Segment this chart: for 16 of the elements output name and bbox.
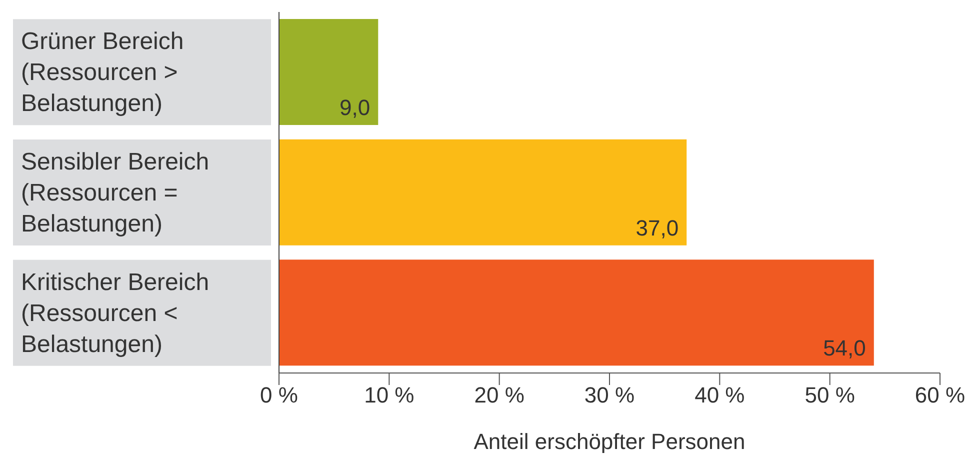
bar bbox=[279, 19, 378, 125]
x-tick-label: 10 % bbox=[364, 382, 414, 408]
data-label: 54,0 bbox=[823, 336, 866, 361]
x-tick-label: 60 % bbox=[914, 382, 966, 408]
data-label: 9,0 bbox=[340, 95, 370, 120]
data-label: 37,0 bbox=[636, 215, 679, 240]
x-tick-label: 50 % bbox=[804, 382, 855, 408]
bar bbox=[279, 260, 874, 366]
bar bbox=[279, 139, 687, 246]
y-tick-label: Kritischer Bereich (Ressourcen < Belastungen) bbox=[21, 268, 210, 358]
y-tick-label: Sensibler Bereich (Ressourcen = Belastungen) bbox=[21, 148, 210, 237]
x-tick-label: 40 % bbox=[694, 382, 745, 408]
x-tick-label: 30 % bbox=[584, 382, 635, 408]
y-tick-label: Grüner Bereich (Ressourcen > Belastungen) bbox=[21, 28, 184, 117]
x-tick-label: 0 % bbox=[260, 382, 298, 408]
x-tick-label: 20 % bbox=[474, 382, 524, 408]
